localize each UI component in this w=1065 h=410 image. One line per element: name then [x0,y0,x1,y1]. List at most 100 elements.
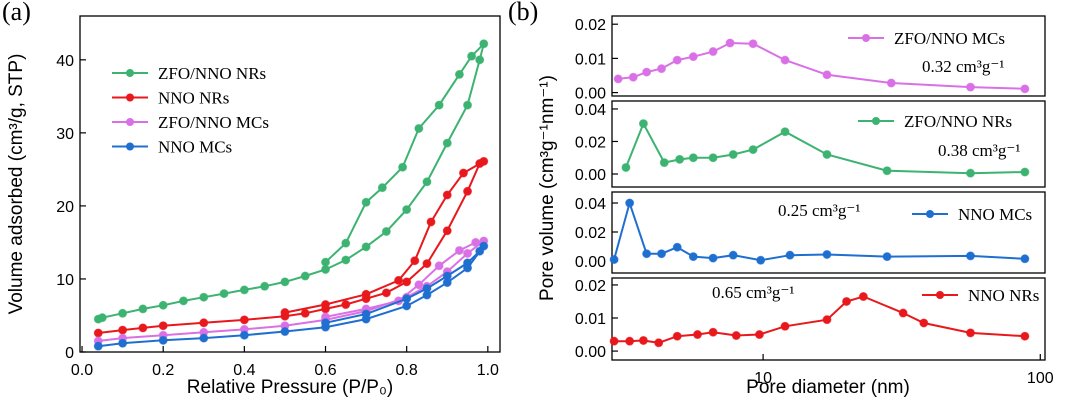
data-point [260,281,270,291]
y-tick-label: 0.02 [575,134,606,151]
panel-label: (a) [2,0,31,26]
data-point [158,321,168,331]
plot-frame [611,100,1046,188]
legend-label: ZFO/NNO MCs [158,113,269,132]
panel-label: (b) [508,0,538,26]
data-point [321,318,331,328]
data-point [97,313,107,323]
data-point [381,226,391,236]
series-line [98,240,485,342]
data-point [471,237,481,247]
plot-frame [611,15,1046,97]
y-tick-label: 0.01 [575,311,606,328]
data-point [688,52,698,62]
data-point [458,168,468,178]
data-point [672,242,682,252]
data-point [919,318,929,328]
data-point [1020,84,1030,94]
data-point [965,82,975,92]
y-axis-label: Volume adsorbed (cm³/g, STP) [6,54,27,315]
legend-label: ZFO/NNO MCs [894,29,1005,48]
legend-label: ZFO/NNO NRs [158,64,266,83]
legend-label: NNO NRs [968,286,1039,305]
data-point [239,285,249,295]
data-point [280,327,290,337]
legend-marker [936,291,944,299]
data-point [158,300,168,310]
data-point [280,308,290,318]
data-point [300,271,310,281]
data-point [138,323,148,333]
annotation: 0.65 cm³g⁻¹ [712,283,794,302]
data-point [822,249,832,259]
data-point [728,149,738,159]
data-point [688,252,698,262]
data-point [642,249,652,259]
data-point [625,198,635,208]
data-point [426,217,436,227]
x-axis-label: Relative Pressure (P/P₀) [187,377,393,398]
legend-marker [872,117,880,125]
data-point [675,154,685,164]
data-point [341,300,351,310]
data-point [654,338,664,348]
data-point [965,251,975,261]
data-point [398,162,408,172]
data-point [321,300,331,310]
data-point [708,253,718,263]
data-point [199,318,209,328]
y-tick-label: 0.00 [575,167,606,184]
data-point [361,242,371,252]
data-point [394,275,404,285]
data-point [479,39,489,49]
legend-marker [126,142,134,151]
data-point [158,335,168,345]
annotation: 0.32 cm³g⁻¹ [922,57,1004,76]
y-tick-label: 0.02 [575,17,606,34]
data-point [688,153,698,163]
data-point [785,250,795,260]
data-point [463,248,473,258]
y-tick-label: 40 [56,53,74,70]
data-point [434,261,444,271]
data-point [780,55,790,65]
data-point [621,162,631,172]
data-point [138,304,148,314]
data-point [475,246,485,256]
data-point [965,328,975,338]
legend-label: NNO NRs [158,89,229,108]
data-point [414,280,424,290]
data-point [402,205,412,215]
legend-marker [126,118,134,126]
data-point [199,292,209,302]
data-point [822,149,832,159]
data-point [657,64,667,74]
y-tick-label: 0.01 [575,51,606,68]
series-line [98,160,485,334]
y-tick-label: 30 [56,126,74,143]
data-point [858,292,868,302]
y-tick-label: 0.04 [575,102,606,119]
data-point [118,338,128,348]
x-tick-label: 100 [1027,370,1054,387]
data-point [442,226,452,236]
data-point [780,321,790,331]
x-tick-label: 0.8 [396,362,418,379]
data-point [886,78,896,88]
x-tick-label: 0.0 [71,362,93,379]
data-point [239,315,249,325]
data-point [300,308,310,318]
data-point [882,252,892,262]
legend-marker [862,34,870,42]
data-point [708,153,718,163]
data-point [377,183,387,193]
data-point [708,47,718,57]
x-tick-label: 0.4 [233,362,255,379]
data-point [199,333,209,343]
data-point [422,259,432,269]
legend-marker [126,93,134,102]
data-point [118,325,128,335]
data-point [672,331,682,341]
data-point [454,69,464,79]
y-tick-label: 10 [56,272,74,289]
